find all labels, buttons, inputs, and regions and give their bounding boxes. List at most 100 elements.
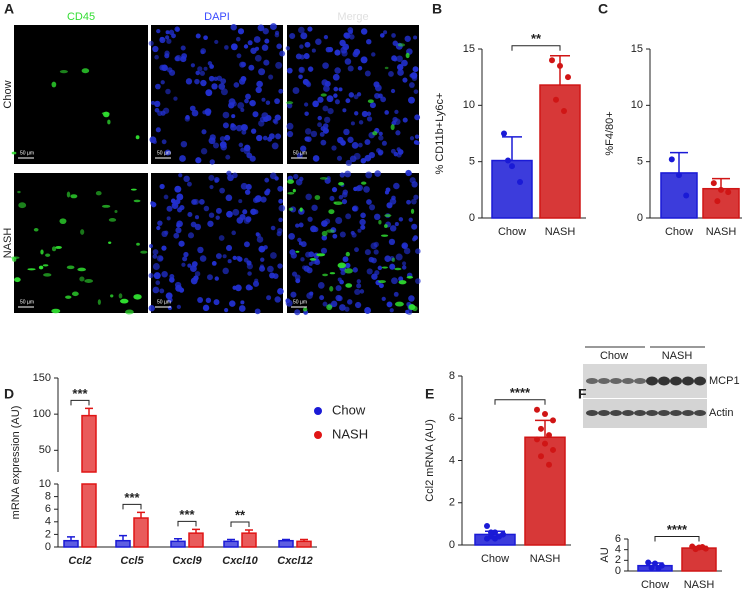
nucleus (300, 241, 307, 248)
nucleus (202, 304, 210, 312)
point (668, 156, 675, 163)
nucleus (278, 217, 283, 223)
nucleus (246, 152, 253, 159)
nucleus (360, 28, 368, 35)
nucleus (215, 207, 222, 214)
nucleus (336, 155, 343, 161)
panel-letter: B (432, 1, 442, 17)
nucleus (319, 132, 325, 137)
nucleus (364, 249, 371, 256)
nucleus (312, 100, 319, 108)
nucleus (371, 52, 376, 57)
nucleus (288, 232, 295, 240)
nucleus (271, 142, 279, 150)
band (634, 378, 646, 384)
nucleus (257, 24, 265, 32)
nucleus (203, 35, 208, 41)
nucleus (340, 270, 346, 276)
nucleus (252, 280, 260, 287)
nucleus (347, 136, 354, 143)
nucleus (149, 136, 157, 144)
nucleus (165, 30, 170, 35)
nucleus (209, 184, 214, 190)
nucleus (200, 50, 205, 55)
nucleus (332, 233, 338, 239)
nucleus (286, 122, 294, 130)
nucleus (206, 274, 213, 281)
cd45-cell (108, 241, 112, 244)
point (538, 453, 544, 460)
nucleus (380, 96, 387, 103)
nucleus (148, 305, 155, 312)
nucleus (360, 56, 368, 64)
nucleus (202, 110, 207, 115)
nucleus (354, 247, 359, 253)
nucleus (339, 304, 346, 311)
cd45-cell (295, 250, 300, 253)
nucleus (299, 54, 305, 60)
point (699, 544, 706, 550)
nucleus (269, 23, 277, 31)
point (714, 198, 721, 205)
legend-marker (314, 431, 322, 439)
y-tick-label: 150 (33, 372, 51, 384)
bar (681, 547, 717, 572)
nucleus (244, 189, 251, 195)
sig-label: *** (124, 490, 140, 505)
cd45-cell (287, 179, 295, 184)
nucleus (214, 276, 219, 281)
point (655, 565, 662, 572)
nucleus (245, 93, 251, 100)
nucleus (350, 121, 355, 126)
nucleus (207, 61, 213, 66)
nucleus (179, 155, 186, 162)
nucleus (254, 278, 259, 283)
nucleus (350, 230, 355, 235)
cd45-cell (77, 267, 86, 272)
nucleus (275, 61, 283, 69)
nucleus (154, 100, 161, 108)
nucleus (260, 196, 267, 203)
blot-group: Chow (600, 350, 628, 362)
cd45-cell (66, 265, 75, 270)
bar (241, 532, 257, 548)
nucleus (152, 254, 158, 259)
cd45-cell (140, 250, 148, 254)
nucleus (385, 187, 391, 193)
nucleus (345, 213, 352, 220)
nucleus (254, 195, 262, 203)
nucleus (356, 92, 362, 97)
nucleus (398, 217, 404, 222)
nucleus (161, 270, 168, 278)
nucleus (309, 291, 314, 296)
cd45-cell (18, 202, 27, 209)
error-bar (282, 538, 290, 541)
point (538, 425, 544, 432)
nucleus (347, 299, 353, 305)
nucleus (187, 181, 192, 187)
nucleus (164, 53, 170, 59)
nucleus (207, 220, 214, 227)
cd45-cell (51, 246, 57, 252)
point (710, 180, 717, 187)
cd45-cell (65, 295, 72, 299)
nucleus (377, 265, 383, 271)
nucleus (169, 69, 176, 76)
nucleus (371, 273, 378, 280)
y-axis-label: % CD11b+Ly6c+ (434, 93, 446, 175)
nucleus (266, 295, 272, 301)
legend-marker (314, 407, 322, 415)
nucleus (342, 256, 349, 263)
nucleus (225, 154, 231, 160)
nucleus (415, 278, 421, 284)
nucleus (215, 215, 220, 220)
nucleus (396, 64, 404, 71)
nucleus (166, 216, 171, 221)
nucleus (401, 59, 408, 67)
nucleus (377, 150, 383, 156)
nucleus (317, 282, 325, 289)
cd45-cell (345, 251, 350, 257)
nucleus (208, 137, 216, 145)
nucleus (157, 220, 163, 226)
nucleus (409, 177, 416, 184)
